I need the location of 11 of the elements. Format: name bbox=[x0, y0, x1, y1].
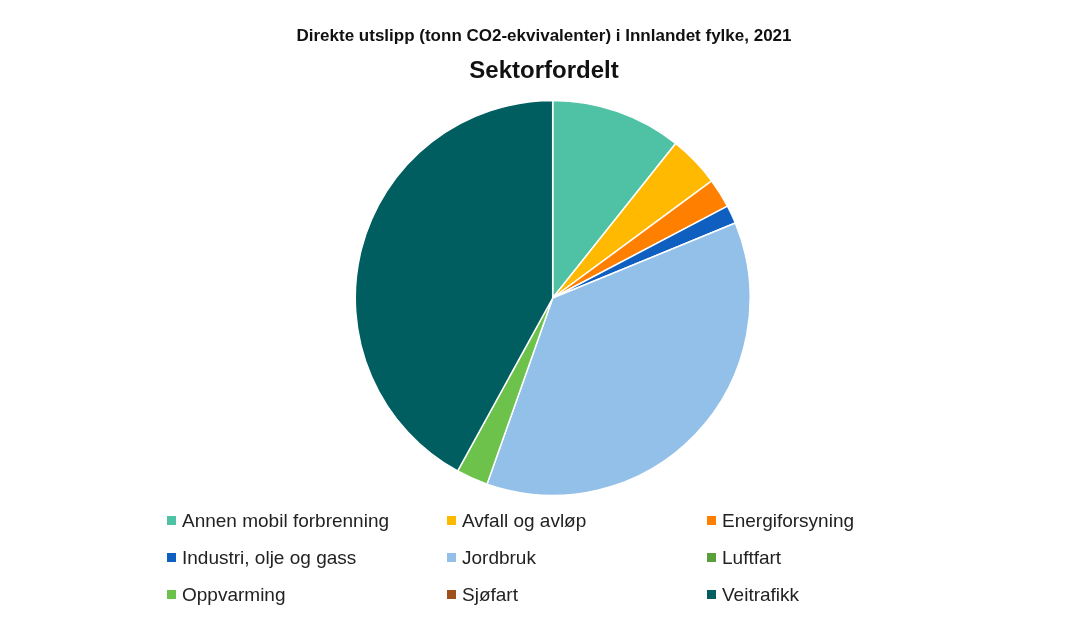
chart-subtitle: Sektorfordelt bbox=[469, 55, 619, 83]
legend-label: Annen mobil forbrenning bbox=[182, 510, 390, 531]
legend-label: Sjøfart bbox=[462, 584, 519, 605]
legend-label: Jordbruk bbox=[462, 547, 537, 568]
legend-label: Luftfart bbox=[722, 547, 782, 568]
legend-label: Energiforsyning bbox=[722, 510, 855, 531]
legend-label: Avfall og avløp bbox=[462, 510, 587, 531]
legend-label: Industri, olje og gass bbox=[182, 547, 357, 568]
legend-label: Oppvarming bbox=[182, 584, 286, 605]
legend-label: Veitrafikk bbox=[722, 584, 800, 605]
chart-title: Direkte utslipp (tonn CO2-ekvivalenter) i Innlandet fylke, 2021 bbox=[296, 26, 792, 45]
